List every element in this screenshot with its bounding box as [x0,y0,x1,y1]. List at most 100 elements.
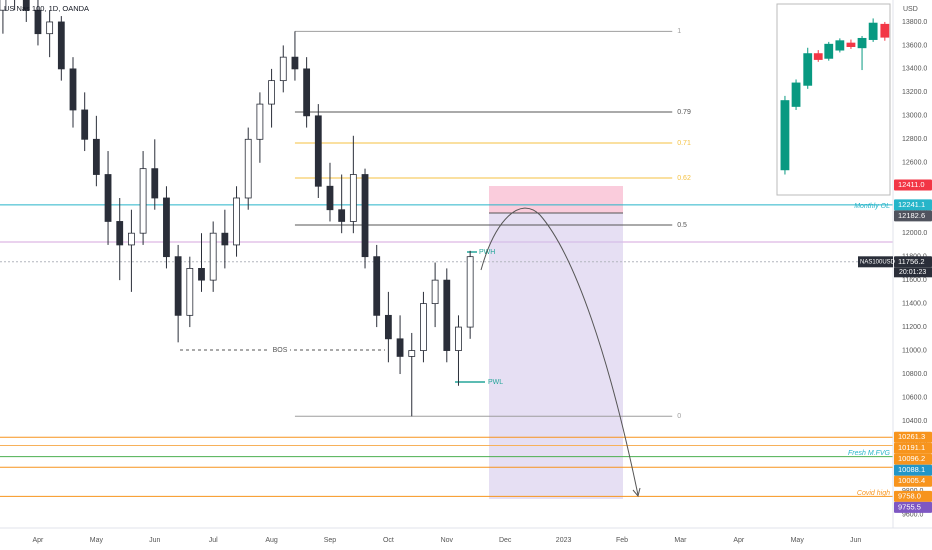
candle-body [151,168,159,199]
projection-curve [480,207,639,496]
candle-body [0,0,7,11]
candle-body [824,43,834,59]
candle-body [104,174,112,222]
fib-label: 0.62 [677,175,691,182]
currency: USD [903,6,918,13]
x-tick-label: Jul [209,537,218,544]
y-tick-label: 13600.0 [902,42,927,49]
price-axis: 13800.0 13600.0 13400.0 13200.0 13000.0 12800… [858,19,932,519]
candle-body [813,53,823,60]
y-tick-label: 11200.0 [902,324,927,331]
countdown-badge [894,267,932,278]
x-tick-label: Jun [850,537,861,544]
y-tick-label: 10600.0 [902,394,927,401]
x-tick-label: 2023 [556,537,572,544]
candle-body [139,168,147,234]
projection-arrow [632,487,641,498]
candle-body [34,9,42,35]
candle-body [46,21,54,35]
fib-label: 0.71 [677,140,691,147]
x-tick-label: Nov [441,537,454,544]
bos-label: BOS [273,347,288,354]
fib-label: 1 [677,28,681,35]
price-badge [894,210,932,222]
price-badge-label: 9758.0 [898,491,921,500]
x-tick-label: Oct [383,537,394,544]
price-badge-label: 9755.5 [898,502,921,511]
candle-body [233,197,240,246]
candle-body [291,56,299,70]
x-tick-label: Apr [733,537,745,544]
candle-body [314,115,322,187]
monthly-ol-label: Monthly OL [854,203,890,210]
y-tick-label: 13400.0 [902,66,927,73]
plot-back: BOS PWH PWL Monthly OL Fresh M.FVG Covid… [0,28,893,499]
x-tick-label: Apr [33,537,45,544]
y-tick-label: 9600.0 [902,512,924,519]
price-badge [894,464,932,476]
candle-body [209,232,217,281]
inset-candles [780,18,890,175]
candle-body [880,23,890,38]
candle-body [868,22,878,40]
x-tick-label: Mar [674,537,687,544]
candle-body [22,0,30,11]
price-badge-label: 10096.2 [898,454,925,463]
candle-body [326,185,334,211]
candle-body [221,232,229,246]
x-tick-label: Dec [499,537,512,544]
candle-body [303,68,311,117]
y-tick-label: 12600.0 [902,160,927,167]
candle-body [431,279,439,305]
y-tick-label: 13000.0 [902,113,927,120]
candle-body [244,138,252,199]
candle-body [803,53,813,86]
candle-body [349,174,357,222]
candle-body [455,326,462,351]
candle-body [57,21,65,70]
candle-body [116,221,124,246]
price-badge-label: 12241.1 [898,200,925,209]
candle-body [466,256,474,328]
candle-body [186,268,194,316]
candle-body [857,37,867,49]
stop-zone [489,186,623,213]
price-badge [894,179,932,191]
y-tick-label: 13800.0 [902,19,927,26]
candle-body [361,174,369,258]
target-zone [489,213,623,499]
x-tick-label: May [791,537,805,544]
y-tick-label: 12800.0 [902,136,927,143]
covid-label: Covid high [857,490,890,497]
y-tick-label: 13200.0 [902,89,927,96]
x-tick-label: Sep [324,537,337,544]
candle-body [384,314,392,340]
candle-body [163,197,170,258]
candles [0,0,474,417]
fib-label: 0 [677,413,681,420]
fib-label: 0.5 [677,222,687,229]
symbol-badge [858,256,893,268]
price-badge [894,442,932,454]
price-badge [894,199,932,211]
candle-body [420,303,427,351]
price-badge-label: 10261.3 [898,432,925,441]
candle-body [256,103,264,140]
price-badge [894,256,932,268]
candle-body [835,40,845,51]
x-tick-label: Feb [616,537,628,544]
candle-body [791,82,801,107]
price-badge-label: 11756.2 [898,257,925,266]
candle-body [198,268,205,281]
candle-body [396,338,404,357]
x-tick-label: Aug [265,537,278,544]
candle-body [81,109,89,140]
fvg-label: Fresh M.FVG [848,450,891,457]
y-tick-label: 10400.0 [902,418,927,425]
candle-body [846,42,856,47]
price-badge [894,501,932,513]
symbol-label: NAS100USD [860,259,896,265]
y-tick-label: 11400.0 [902,300,927,307]
pwl-label: PWL [488,379,503,386]
